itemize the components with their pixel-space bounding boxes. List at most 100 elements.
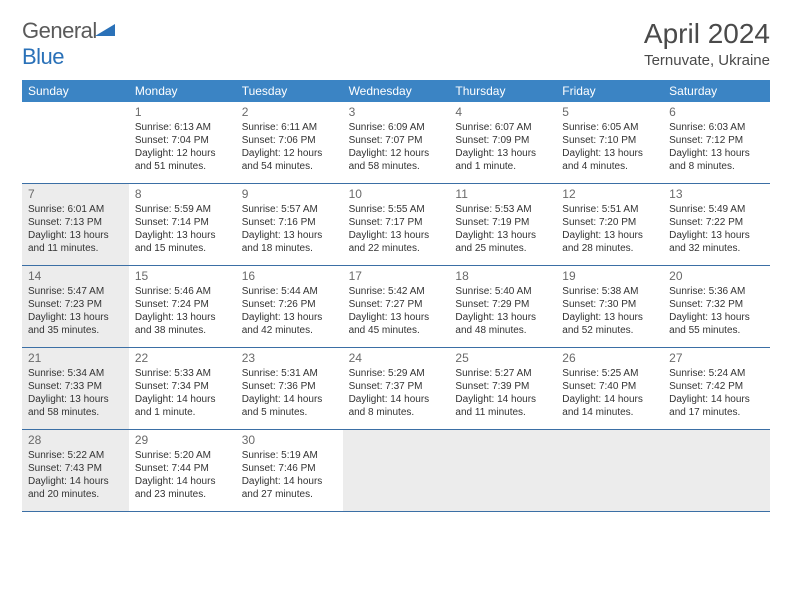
day-info: Sunrise: 6:05 AMSunset: 7:10 PMDaylight:… bbox=[562, 121, 659, 173]
day-info: Sunrise: 6:07 AMSunset: 7:09 PMDaylight:… bbox=[455, 121, 552, 173]
day-cell: 8 Sunrise: 5:59 AMSunset: 7:14 PMDaylight… bbox=[129, 184, 236, 266]
location-label: Ternuvate, Ukraine bbox=[644, 52, 770, 69]
day-info: Sunrise: 5:36 AMSunset: 7:32 PMDaylight:… bbox=[669, 285, 766, 337]
day-cell: 4Sunrise: 6:07 AMSunset: 7:09 PMDaylight… bbox=[449, 102, 556, 184]
day-cell: 7 Sunrise: 6:01 AMSunset: 7:13 PMDaylight… bbox=[22, 184, 129, 266]
weekday-header: Sunday bbox=[22, 80, 129, 102]
calendar: SundayMondayTuesdayWednesdayThursdayFrid… bbox=[22, 80, 770, 512]
day-info: Sunrise: 5:42 AMSunset: 7:27 PMDaylight:… bbox=[349, 285, 446, 337]
day-number: 8 bbox=[135, 187, 232, 201]
day-number: 16 bbox=[242, 269, 339, 283]
day-cell: 15 Sunrise: 5:46 AMSunset: 7:24 PMDayligh… bbox=[129, 266, 236, 348]
weekday-header: Tuesday bbox=[236, 80, 343, 102]
day-number: 18 bbox=[455, 269, 552, 283]
week-row: 7 Sunrise: 6:01 AMSunset: 7:13 PMDaylight… bbox=[22, 184, 770, 266]
day-number: 14 bbox=[28, 269, 125, 283]
day-number: 6 bbox=[669, 105, 766, 119]
day-number: 19 bbox=[562, 269, 659, 283]
day-number: 10 bbox=[349, 187, 446, 201]
day-cell: 9 Sunrise: 5:57 AMSunset: 7:16 PMDaylight… bbox=[236, 184, 343, 266]
day-cell: 20 Sunrise: 5:36 AMSunset: 7:32 PMDayligh… bbox=[663, 266, 770, 348]
day-info: Sunrise: 5:33 AMSunset: 7:34 PMDaylight:… bbox=[135, 367, 232, 419]
day-cell: 19 Sunrise: 5:38 AMSunset: 7:30 PMDayligh… bbox=[556, 266, 663, 348]
day-cell bbox=[663, 430, 770, 512]
logo-word-1: General bbox=[22, 18, 97, 43]
day-cell: 16 Sunrise: 5:44 AMSunset: 7:26 PMDayligh… bbox=[236, 266, 343, 348]
day-cell: 21 Sunrise: 5:34 AMSunset: 7:33 PMDayligh… bbox=[22, 348, 129, 430]
day-number: 12 bbox=[562, 187, 659, 201]
day-info: Sunrise: 6:03 AMSunset: 7:12 PMDaylight:… bbox=[669, 121, 766, 173]
day-number: 5 bbox=[562, 105, 659, 119]
day-info: Sunrise: 5:49 AMSunset: 7:22 PMDaylight:… bbox=[669, 203, 766, 255]
day-cell: 12 Sunrise: 5:51 AMSunset: 7:20 PMDayligh… bbox=[556, 184, 663, 266]
day-cell: 10 Sunrise: 5:55 AMSunset: 7:17 PMDayligh… bbox=[343, 184, 450, 266]
day-number: 29 bbox=[135, 433, 232, 447]
day-number: 24 bbox=[349, 351, 446, 365]
day-cell: 5 Sunrise: 6:05 AMSunset: 7:10 PMDaylight… bbox=[556, 102, 663, 184]
day-info: Sunrise: 5:29 AMSunset: 7:37 PMDaylight:… bbox=[349, 367, 446, 419]
day-info: Sunrise: 5:51 AMSunset: 7:20 PMDaylight:… bbox=[562, 203, 659, 255]
day-info: Sunrise: 6:09 AMSunset: 7:07 PMDaylight:… bbox=[349, 121, 446, 173]
weekday-header: Saturday bbox=[663, 80, 770, 102]
day-number: 7 bbox=[28, 187, 125, 201]
day-cell bbox=[449, 430, 556, 512]
day-number: 21 bbox=[28, 351, 125, 365]
day-cell: 30 Sunrise: 5:19 AMSunset: 7:46 PMDayligh… bbox=[236, 430, 343, 512]
day-info: Sunrise: 6:01 AMSunset: 7:13 PMDaylight:… bbox=[28, 203, 125, 255]
day-cell: 24 Sunrise: 5:29 AMSunset: 7:37 PMDayligh… bbox=[343, 348, 450, 430]
day-cell: 6 Sunrise: 6:03 AMSunset: 7:12 PMDaylight… bbox=[663, 102, 770, 184]
day-cell: 23Sunrise: 5:31 AMSunset: 7:36 PMDayligh… bbox=[236, 348, 343, 430]
day-cell: 29 Sunrise: 5:20 AMSunset: 7:44 PMDayligh… bbox=[129, 430, 236, 512]
day-cell: 28 Sunrise: 5:22 AMSunset: 7:43 PMDayligh… bbox=[22, 430, 129, 512]
day-number: 1 bbox=[135, 105, 232, 119]
day-number: 26 bbox=[562, 351, 659, 365]
day-number: 25 bbox=[455, 351, 552, 365]
day-number: 2 bbox=[242, 105, 339, 119]
day-number: 9 bbox=[242, 187, 339, 201]
day-number: 11 bbox=[455, 187, 552, 201]
month-title: April 2024 bbox=[644, 18, 770, 50]
day-number: 27 bbox=[669, 351, 766, 365]
week-row: 21 Sunrise: 5:34 AMSunset: 7:33 PMDayligh… bbox=[22, 348, 770, 430]
day-cell: 3Sunrise: 6:09 AMSunset: 7:07 PMDaylight… bbox=[343, 102, 450, 184]
day-number: 28 bbox=[28, 433, 125, 447]
day-info: Sunrise: 5:20 AMSunset: 7:44 PMDaylight:… bbox=[135, 449, 232, 501]
day-cell: 22 Sunrise: 5:33 AMSunset: 7:34 PMDayligh… bbox=[129, 348, 236, 430]
day-number: 17 bbox=[349, 269, 446, 283]
weekday-header-row: SundayMondayTuesdayWednesdayThursdayFrid… bbox=[22, 80, 770, 102]
weekday-header: Wednesday bbox=[343, 80, 450, 102]
day-cell: 2Sunrise: 6:11 AMSunset: 7:06 PMDaylight… bbox=[236, 102, 343, 184]
title-block: April 2024 Ternuvate, Ukraine bbox=[644, 18, 770, 69]
header: General Blue April 2024 Ternuvate, Ukrai… bbox=[22, 18, 770, 70]
day-cell: 27 Sunrise: 5:24 AMSunset: 7:42 PMDayligh… bbox=[663, 348, 770, 430]
day-info: Sunrise: 5:38 AMSunset: 7:30 PMDaylight:… bbox=[562, 285, 659, 337]
day-cell bbox=[22, 102, 129, 184]
day-info: Sunrise: 6:13 AMSunset: 7:04 PMDaylight:… bbox=[135, 121, 232, 173]
day-number: 22 bbox=[135, 351, 232, 365]
day-cell: 1 Sunrise: 6:13 AMSunset: 7:04 PMDaylight… bbox=[129, 102, 236, 184]
day-info: Sunrise: 5:57 AMSunset: 7:16 PMDaylight:… bbox=[242, 203, 339, 255]
day-number: 13 bbox=[669, 187, 766, 201]
logo: General Blue bbox=[22, 18, 115, 70]
day-cell: 25Sunrise: 5:27 AMSunset: 7:39 PMDayligh… bbox=[449, 348, 556, 430]
day-number: 30 bbox=[242, 433, 339, 447]
day-cell: 14Sunrise: 5:47 AMSunset: 7:23 PMDayligh… bbox=[22, 266, 129, 348]
day-cell bbox=[556, 430, 663, 512]
day-info: Sunrise: 5:46 AMSunset: 7:24 PMDaylight:… bbox=[135, 285, 232, 337]
day-number: 15 bbox=[135, 269, 232, 283]
day-info: Sunrise: 5:31 AMSunset: 7:36 PMDaylight:… bbox=[242, 367, 339, 419]
day-info: Sunrise: 5:55 AMSunset: 7:17 PMDaylight:… bbox=[349, 203, 446, 255]
weekday-header: Thursday bbox=[449, 80, 556, 102]
day-info: Sunrise: 5:44 AMSunset: 7:26 PMDaylight:… bbox=[242, 285, 339, 337]
logo-word-2: Blue bbox=[22, 44, 64, 69]
week-row: 1 Sunrise: 6:13 AMSunset: 7:04 PMDaylight… bbox=[22, 102, 770, 184]
weekday-header: Monday bbox=[129, 80, 236, 102]
day-info: Sunrise: 5:22 AMSunset: 7:43 PMDaylight:… bbox=[28, 449, 125, 501]
day-info: Sunrise: 5:19 AMSunset: 7:46 PMDaylight:… bbox=[242, 449, 339, 501]
day-info: Sunrise: 5:24 AMSunset: 7:42 PMDaylight:… bbox=[669, 367, 766, 419]
logo-triangle-icon bbox=[95, 18, 115, 44]
day-number: 20 bbox=[669, 269, 766, 283]
day-info: Sunrise: 5:59 AMSunset: 7:14 PMDaylight:… bbox=[135, 203, 232, 255]
day-cell: 18Sunrise: 5:40 AMSunset: 7:29 PMDayligh… bbox=[449, 266, 556, 348]
day-info: Sunrise: 5:34 AMSunset: 7:33 PMDaylight:… bbox=[28, 367, 125, 419]
